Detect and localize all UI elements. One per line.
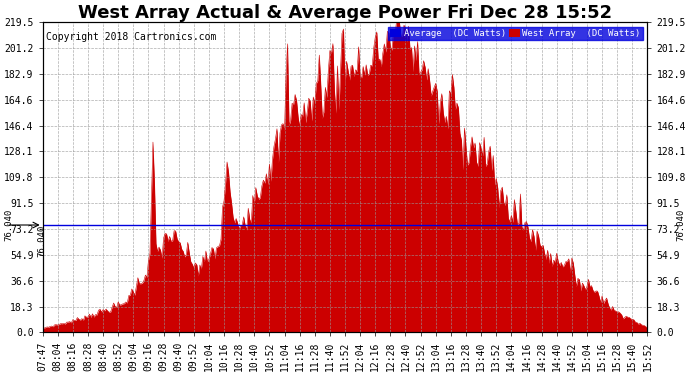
Text: 76.040: 76.040 [676, 209, 685, 241]
Legend: Average  (DC Watts), West Array  (DC Watts): Average (DC Watts), West Array (DC Watts… [388, 27, 643, 40]
Text: Copyright 2018 Cartronics.com: Copyright 2018 Cartronics.com [46, 32, 216, 42]
Title: West Array Actual & Average Power Fri Dec 28 15:52: West Array Actual & Average Power Fri De… [78, 4, 612, 22]
Text: 76.040: 76.040 [37, 225, 46, 257]
Text: 76.040: 76.040 [5, 209, 14, 241]
